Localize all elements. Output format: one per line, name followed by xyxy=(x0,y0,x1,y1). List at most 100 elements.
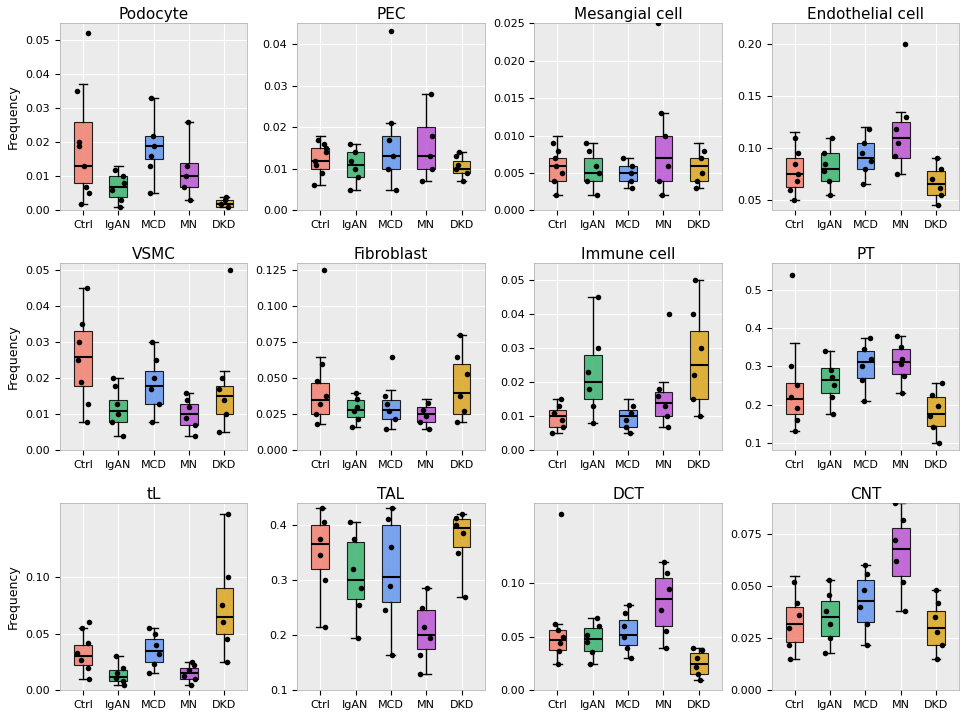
Point xyxy=(141,622,156,634)
Point xyxy=(889,556,904,567)
Point xyxy=(316,265,331,276)
Point xyxy=(448,151,464,162)
Point xyxy=(381,406,396,417)
PathPatch shape xyxy=(347,541,364,599)
Point xyxy=(624,160,639,171)
Point xyxy=(555,421,571,432)
Point xyxy=(929,153,945,164)
Point xyxy=(424,130,440,141)
Point xyxy=(821,574,837,586)
Point xyxy=(70,85,85,97)
Point xyxy=(346,533,361,544)
PathPatch shape xyxy=(347,152,364,177)
Point xyxy=(313,549,328,561)
Point xyxy=(661,308,676,320)
Point xyxy=(888,535,903,546)
Point xyxy=(590,291,606,303)
Point xyxy=(897,605,913,617)
Point xyxy=(314,503,329,514)
Point xyxy=(318,574,333,586)
Point xyxy=(216,394,232,406)
Point xyxy=(932,182,948,194)
Point xyxy=(179,394,194,406)
Point xyxy=(381,514,396,526)
Point xyxy=(214,617,230,628)
Point xyxy=(104,184,120,196)
Point xyxy=(789,176,805,187)
Point xyxy=(895,576,911,588)
Point xyxy=(384,649,400,660)
Point xyxy=(623,167,639,179)
Point xyxy=(685,308,700,320)
Point xyxy=(351,632,366,644)
PathPatch shape xyxy=(549,409,566,427)
Point xyxy=(218,409,234,420)
Point xyxy=(71,355,86,366)
Point xyxy=(312,399,327,410)
PathPatch shape xyxy=(857,351,874,378)
Point xyxy=(183,679,198,690)
Point xyxy=(181,116,196,128)
Point xyxy=(309,419,325,430)
Point xyxy=(455,176,470,187)
Point xyxy=(896,38,912,49)
Point xyxy=(424,163,440,174)
PathPatch shape xyxy=(215,588,233,634)
Point xyxy=(816,165,832,176)
PathPatch shape xyxy=(311,148,329,168)
Point xyxy=(423,88,439,100)
Point xyxy=(450,547,466,559)
Point xyxy=(545,137,560,148)
Point xyxy=(824,132,839,143)
Point xyxy=(927,584,943,596)
PathPatch shape xyxy=(74,122,92,184)
PathPatch shape xyxy=(927,611,945,645)
PathPatch shape xyxy=(215,386,233,414)
Point xyxy=(219,634,235,645)
Point xyxy=(787,158,803,169)
Point xyxy=(861,123,876,135)
Point xyxy=(824,391,839,403)
PathPatch shape xyxy=(311,383,329,414)
Point xyxy=(142,161,157,172)
Point xyxy=(651,175,667,186)
PathPatch shape xyxy=(347,400,364,417)
PathPatch shape xyxy=(453,161,470,173)
Point xyxy=(582,145,597,156)
Point xyxy=(781,622,797,634)
Point xyxy=(579,137,594,148)
Title: PT: PT xyxy=(856,247,874,262)
PathPatch shape xyxy=(383,136,400,168)
Point xyxy=(450,416,466,427)
Point xyxy=(149,355,164,366)
Point xyxy=(388,184,404,196)
Point xyxy=(858,560,873,571)
Point xyxy=(315,358,330,370)
Point xyxy=(791,609,807,621)
Point xyxy=(182,402,197,413)
Point xyxy=(117,679,132,690)
Point xyxy=(418,410,434,422)
Point xyxy=(414,176,430,187)
PathPatch shape xyxy=(821,601,838,636)
Point xyxy=(624,182,639,194)
Point xyxy=(589,612,605,623)
Point xyxy=(310,134,326,146)
Point xyxy=(930,199,946,211)
Point xyxy=(924,174,940,185)
Point xyxy=(142,188,157,199)
Point xyxy=(591,167,607,179)
Point xyxy=(115,662,130,673)
PathPatch shape xyxy=(549,630,566,650)
Point xyxy=(178,412,193,424)
Point xyxy=(308,409,324,420)
Point xyxy=(693,152,708,163)
Point xyxy=(454,508,469,520)
Point xyxy=(319,142,334,153)
Point xyxy=(895,514,910,526)
Point xyxy=(929,653,945,665)
Point xyxy=(385,151,401,162)
Point xyxy=(419,583,435,594)
Point xyxy=(685,394,700,405)
Point xyxy=(659,567,674,579)
